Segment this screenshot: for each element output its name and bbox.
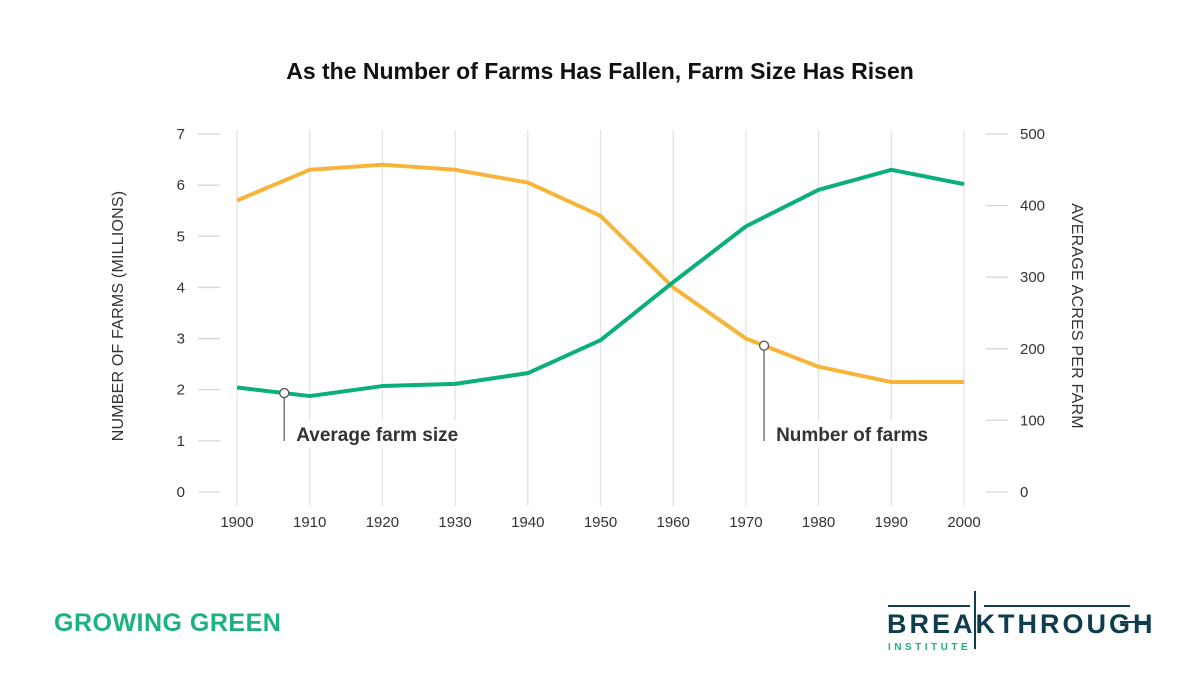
- x-tick-label: 1930: [438, 514, 471, 531]
- y-left-tick-label: 7: [177, 126, 185, 143]
- y-left-tick-label: 4: [177, 279, 185, 296]
- x-tick-label: 1960: [657, 514, 690, 531]
- callout-label-number-of-farms: Number of farms: [776, 425, 928, 446]
- x-tick-label: 1990: [875, 514, 908, 531]
- x-tick-label: 1910: [293, 514, 326, 531]
- chart-title: As the Number of Farms Has Fallen, Farm …: [286, 58, 914, 84]
- callout-backing: [772, 420, 920, 448]
- callout-label-average-farm-size: Average farm size: [296, 425, 458, 446]
- y-left-tick-label: 6: [177, 177, 185, 194]
- breakthrough-institute-logo: BREAKTHROUGH INSTITUTE: [887, 591, 1156, 653]
- y-left-tick-label: 0: [177, 484, 185, 501]
- y-left-tick-label: 2: [177, 382, 185, 399]
- callout-marker: [758, 340, 770, 351]
- y-axis-right-label: AVERAGE ACRES PER FARM: [1068, 203, 1085, 429]
- y-right-tick-label: 100: [1020, 412, 1045, 429]
- logo-subtext: INSTITUTE: [888, 642, 971, 653]
- growing-green-brand: GROWING GREEN: [54, 609, 282, 637]
- callout-marker: [279, 387, 290, 399]
- y-right-tick-label: 400: [1020, 198, 1045, 215]
- y-right-tick-label: 500: [1020, 126, 1045, 143]
- y-axis-left-label: NUMBER OF FARMS (MILLIONS): [110, 191, 127, 442]
- x-tick-label: 1980: [802, 514, 835, 531]
- x-tick-label: 1950: [584, 514, 617, 531]
- y-right-tick-label: 200: [1020, 341, 1045, 358]
- y-left-tick-label: 3: [177, 331, 185, 348]
- callout-backing: [292, 420, 459, 448]
- y-left-tick-label: 5: [177, 228, 185, 245]
- x-tick-label: 2000: [947, 514, 980, 531]
- x-tick-label: 1940: [511, 514, 544, 531]
- x-tick-label: 1970: [729, 514, 762, 531]
- y-right-tick-label: 0: [1020, 484, 1028, 501]
- logo-text: BREAKTHROUGH: [887, 609, 1156, 639]
- y-right-tick-label: 300: [1020, 269, 1045, 286]
- y-left-tick-label: 1: [177, 433, 185, 450]
- x-tick-label: 1900: [220, 514, 253, 531]
- x-tick-label: 1920: [366, 514, 399, 531]
